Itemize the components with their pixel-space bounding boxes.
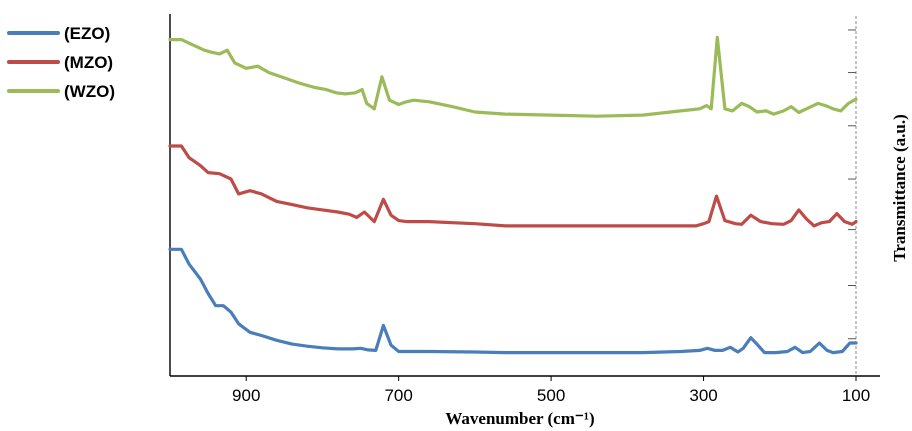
x-tick-label: 500 <box>537 386 565 405</box>
legend: (EZO) (MZO) (WZO) <box>7 24 115 101</box>
legend-label: (EZO) <box>64 24 110 43</box>
x-axis-title: Wavenumber (cm⁻¹) <box>445 409 594 428</box>
legend-label: (MZO) <box>64 53 113 72</box>
series-line-wzo <box>168 35 858 118</box>
x-tick-label: 100 <box>842 386 870 405</box>
legend-label: (WZO) <box>64 82 115 101</box>
series-layer <box>168 35 858 355</box>
y-axis-title: Transmittance (a.u.) <box>890 114 909 261</box>
x-tick-label: 700 <box>384 386 412 405</box>
series-line-ezo <box>168 247 858 355</box>
x-tick-label: 900 <box>232 386 260 405</box>
plot-frame <box>169 14 880 377</box>
x-axis-ticks: 900 700 500 300 100 <box>232 376 870 405</box>
x-tick-label: 300 <box>689 386 717 405</box>
series-line-mzo <box>168 144 858 228</box>
